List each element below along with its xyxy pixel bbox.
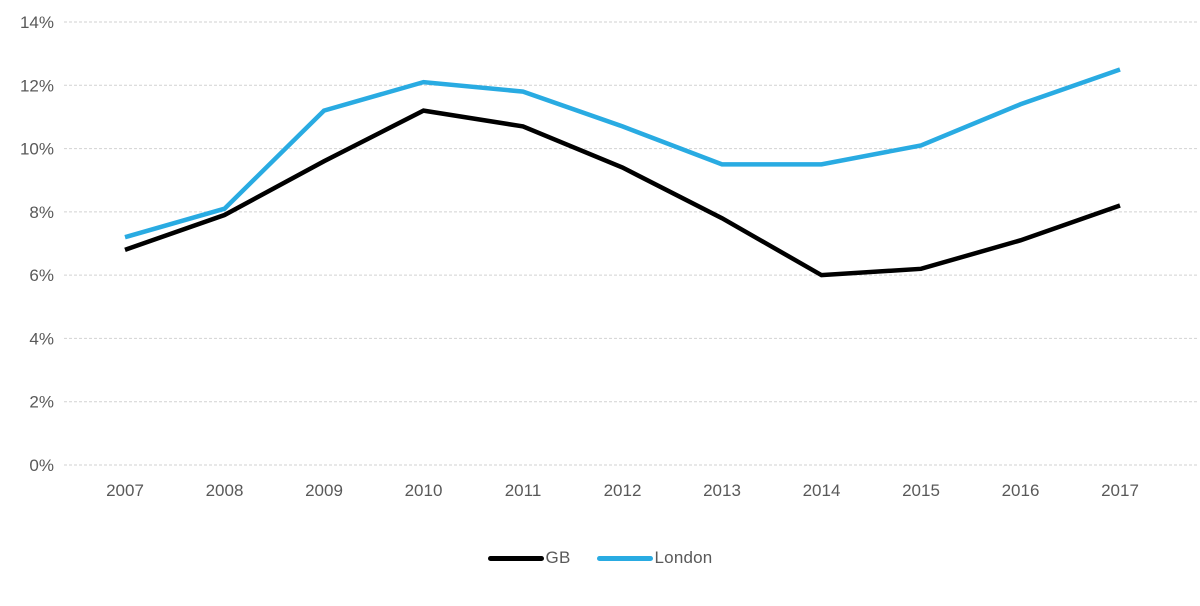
x-tick-label: 2014 <box>803 481 841 500</box>
x-tick-label: 2010 <box>405 481 443 500</box>
y-tick-label: 0% <box>29 456 54 475</box>
y-tick-label: 8% <box>29 203 54 222</box>
london-line-swatch <box>596 555 653 561</box>
y-tick-label: 12% <box>20 76 54 95</box>
x-tick-label: 2013 <box>703 481 741 500</box>
y-tick-label: 14% <box>20 13 54 32</box>
legend-label-london: London <box>654 548 713 567</box>
x-tick-label: 2017 <box>1101 481 1139 500</box>
x-tick-label: 2016 <box>1002 481 1040 500</box>
x-tick-label: 2015 <box>902 481 940 500</box>
legend-label-gb: GB <box>545 548 571 567</box>
x-tick-label: 2011 <box>505 481 542 500</box>
x-tick-label: 2007 <box>106 481 144 500</box>
x-tick-label: 2008 <box>206 481 244 500</box>
x-tick-label: 2012 <box>604 481 642 500</box>
x-tick-label: 2009 <box>305 481 343 500</box>
legend-item-gb: GB <box>487 548 571 568</box>
chart-legend: GB London <box>0 548 1200 568</box>
y-tick-label: 2% <box>29 393 54 412</box>
legend-item-london: London <box>596 548 713 568</box>
y-tick-label: 10% <box>20 140 54 159</box>
series-line-london <box>124 67 1121 240</box>
gb-line-swatch <box>487 555 544 561</box>
y-tick-label: 6% <box>29 266 54 285</box>
line-chart-plot: 0% 2% 4% 6% 8% 10% 12% 14% 2007 2008 2009 2010 2011 2… <box>20 13 1197 500</box>
y-tick-label: 4% <box>29 329 54 348</box>
series-line-gb <box>124 108 1121 278</box>
